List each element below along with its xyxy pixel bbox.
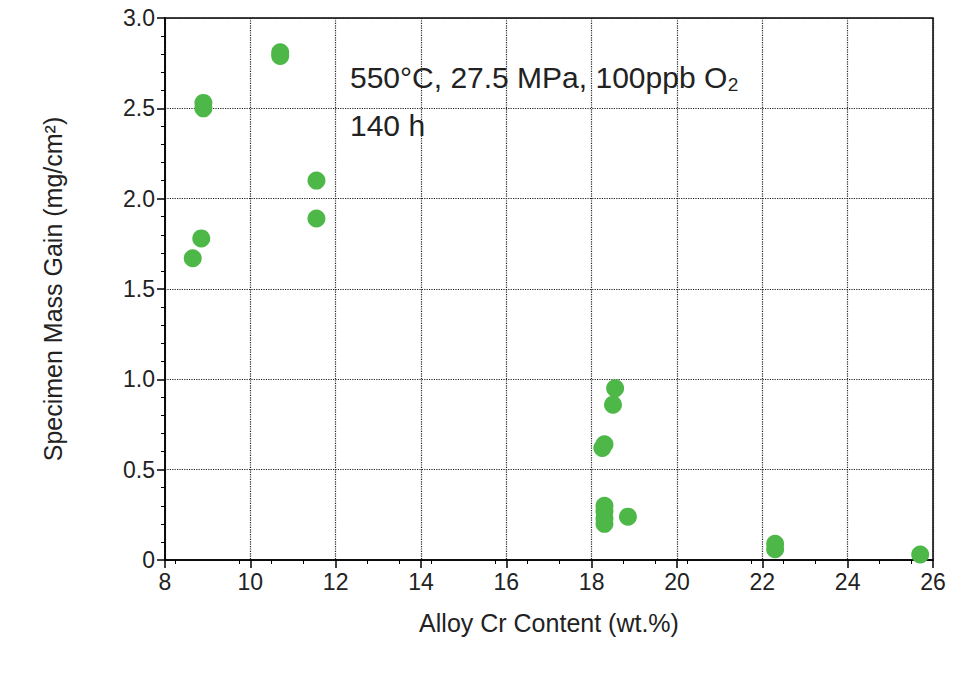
svg-text:2.0: 2.0 [123,186,155,212]
svg-text:1.0: 1.0 [123,366,155,392]
svg-text:140 h: 140 h [350,109,425,142]
svg-text:16: 16 [494,569,520,595]
svg-text:8: 8 [159,569,172,595]
svg-text:22: 22 [750,569,776,595]
svg-text:Alloy Cr Content (wt.%): Alloy Cr Content (wt.%) [419,609,679,637]
svg-text:0.5: 0.5 [123,457,155,483]
svg-text:26: 26 [920,569,946,595]
svg-text:0: 0 [142,547,155,573]
svg-text:10: 10 [238,569,264,595]
svg-text:14: 14 [408,569,434,595]
svg-text:1.5: 1.5 [123,276,155,302]
svg-text:24: 24 [835,569,861,595]
svg-text:20: 20 [664,569,690,595]
svg-text:2.5: 2.5 [123,95,155,121]
svg-text:12: 12 [323,569,349,595]
svg-text:550°C, 27.5 MPa, 100ppb O₂: 550°C, 27.5 MPa, 100ppb O₂ [350,61,739,94]
svg-text:Specimen Mass Gain (mg/cm²): Specimen Mass Gain (mg/cm²) [39,117,67,462]
svg-text:3.0: 3.0 [123,5,155,31]
svg-text:18: 18 [579,569,605,595]
